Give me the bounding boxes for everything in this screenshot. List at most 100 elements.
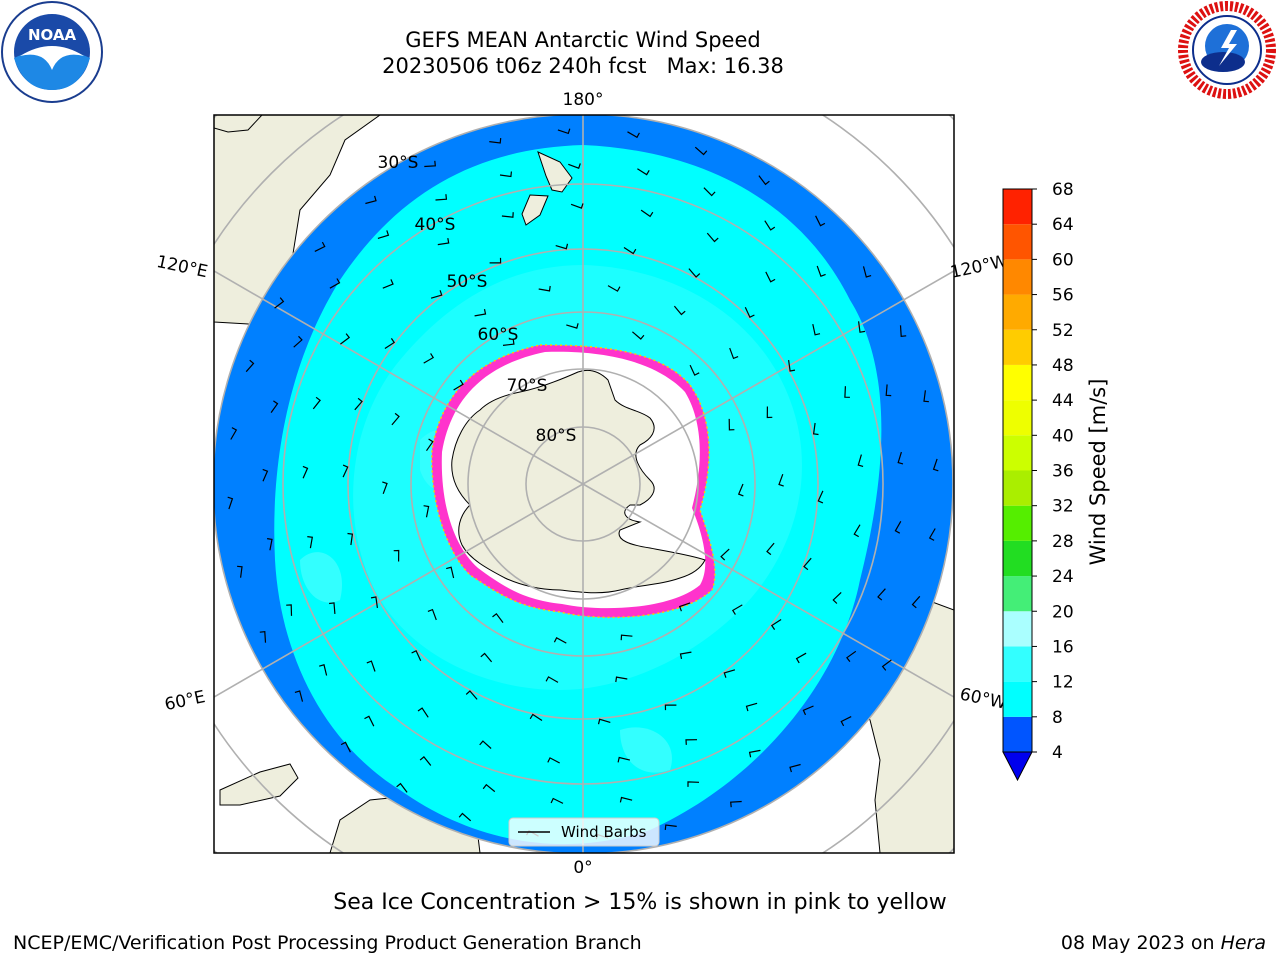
land-australia xyxy=(214,115,381,327)
wind-barb xyxy=(694,146,708,156)
colorbar-tick-label: 20 xyxy=(1052,602,1074,622)
wind-barb xyxy=(766,406,773,419)
wind-barb xyxy=(354,397,363,411)
wind-barb xyxy=(384,338,396,350)
footer-org: NCEP/EMC/Verification Post Processing Pr… xyxy=(13,932,642,954)
wind-barb xyxy=(391,412,400,426)
wind-barb xyxy=(366,660,376,672)
wind-barb xyxy=(770,618,782,630)
chart-subtitle: 20230506 t06z 240h fcst Max: 16.38 xyxy=(382,54,784,78)
wind-barb xyxy=(620,634,633,641)
wind-barb xyxy=(617,756,631,763)
wind-barb xyxy=(227,496,234,510)
wind-barb xyxy=(688,268,701,278)
colorbar-segment xyxy=(1003,505,1032,541)
wind-barb xyxy=(314,241,326,252)
wind-barb xyxy=(802,705,814,716)
wind-barb xyxy=(329,602,336,614)
colorbar-tick-label: 52 xyxy=(1052,321,1074,341)
wind-barb xyxy=(673,305,686,316)
wind-barb xyxy=(499,171,512,178)
wind-barb xyxy=(881,659,892,671)
wind-barb xyxy=(812,422,819,436)
colorbar-tick-label: 4 xyxy=(1052,743,1063,763)
wind-barb xyxy=(538,285,551,292)
wind-barb xyxy=(597,718,611,725)
wind-barb xyxy=(570,203,584,209)
colorbar-segment xyxy=(1003,224,1032,260)
land-madagascar xyxy=(219,763,299,806)
wind-barb xyxy=(640,209,654,218)
wind-barb xyxy=(393,549,400,562)
colorbar-segment xyxy=(1003,400,1032,436)
wind-barb xyxy=(479,740,492,749)
wind-barb xyxy=(853,524,861,538)
wind-barb xyxy=(857,454,864,467)
wind-barb xyxy=(744,306,755,319)
wind-barb xyxy=(365,195,377,205)
wind-barb xyxy=(502,339,515,346)
wind-barb xyxy=(899,325,907,337)
wind-barb xyxy=(894,521,902,534)
colorbar-segment xyxy=(1003,681,1032,717)
wind-barb xyxy=(923,390,929,403)
wind-barb xyxy=(928,528,936,541)
wind-barb xyxy=(778,473,784,487)
noaa-logo-icon: NOAA xyxy=(1,1,103,103)
wind-barb xyxy=(319,664,328,676)
colorbar-tick-label: 8 xyxy=(1052,708,1063,728)
wind-barb xyxy=(758,175,770,186)
wind-barb xyxy=(340,741,351,753)
wind-barb xyxy=(615,676,628,683)
wind-barb xyxy=(623,246,637,255)
wind-barb xyxy=(730,800,742,808)
colorbar-segment xyxy=(1003,576,1032,612)
wind-barb xyxy=(553,636,567,644)
wind-barb xyxy=(568,163,581,169)
colorbar-segment xyxy=(1003,189,1032,225)
legend: Wind Barbs xyxy=(508,817,660,847)
wind-barb xyxy=(382,481,388,495)
wind-barb xyxy=(840,716,852,727)
wind-barb xyxy=(329,278,341,289)
wind-barb xyxy=(679,651,692,660)
wind-barb xyxy=(529,713,543,722)
land-new-zealand xyxy=(521,151,573,226)
wind-barbs xyxy=(227,128,939,840)
wind-barb xyxy=(911,595,921,609)
colorbar-tick-label: 16 xyxy=(1052,637,1074,657)
wind-barb xyxy=(766,542,775,556)
wind-barb xyxy=(465,690,478,700)
wind-barb xyxy=(877,588,886,601)
chart-title: GEFS MEAN Antarctic Wind Speed xyxy=(405,28,761,52)
wind-barb xyxy=(312,396,321,410)
wind-barb xyxy=(382,279,394,289)
wind-barb xyxy=(566,323,579,329)
wind-barb xyxy=(745,702,758,712)
meridian-label-180: 180° xyxy=(563,90,604,110)
wind-barb xyxy=(627,131,640,139)
parallel-label-70s: 70°S xyxy=(507,376,548,396)
footer-date-text: 08 May 2023 on xyxy=(1060,932,1221,954)
wind-barb xyxy=(720,548,730,561)
wind-barb xyxy=(370,596,378,608)
wind-barb xyxy=(396,782,408,793)
wind-barb xyxy=(728,418,735,431)
wind-barb xyxy=(294,690,304,702)
wind-barb xyxy=(446,566,455,579)
colorbar-tick-label: 48 xyxy=(1052,356,1074,376)
wind-barb xyxy=(795,652,807,664)
nws-logo-icon xyxy=(1178,1,1276,99)
wind-barb xyxy=(437,237,450,246)
colorbar-segment xyxy=(1003,716,1032,752)
colorbar-segment xyxy=(1003,611,1032,647)
meridian-label-120e: 120°E xyxy=(155,252,210,282)
meridian-label-60e: 60°E xyxy=(163,687,207,715)
wind-barb xyxy=(492,612,504,623)
wind-barb xyxy=(426,438,434,452)
wind-barb xyxy=(435,194,448,201)
wind-barb xyxy=(664,824,677,830)
wind-barb xyxy=(340,333,351,345)
wind-barb xyxy=(262,468,269,482)
wind-barb xyxy=(932,458,939,472)
